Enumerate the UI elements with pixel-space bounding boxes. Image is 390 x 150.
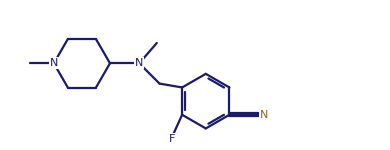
- Text: N: N: [135, 58, 144, 68]
- Text: N: N: [261, 110, 269, 120]
- Text: F: F: [169, 134, 176, 144]
- Text: N: N: [50, 58, 58, 68]
